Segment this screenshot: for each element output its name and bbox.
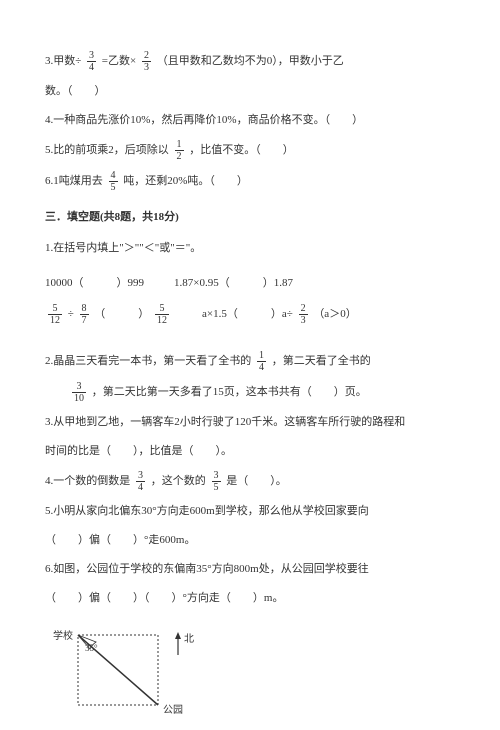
question-5: 5.比的前项乘2，后项除以 12 ，比值不变。（ ） — [45, 139, 455, 162]
fill-6-line2: （ ）偏（ ）（ ）°方向走（ ）m。 — [45, 588, 455, 609]
school-label: 学校 — [53, 629, 73, 642]
q3-mid: =乙数× — [102, 55, 136, 67]
q6-prefix: 6.1吨煤用去 — [45, 175, 103, 187]
section-3-title: 三．填空题(共8题，共18分) — [45, 207, 455, 228]
q3-suffix: （且甲数和乙数均不为0），甲数小于乙 — [157, 55, 344, 67]
q6-suffix: 吨，还剩20%吨。（ ） — [123, 175, 248, 187]
fill-5-line1: 5.小明从家向北偏东30°方向走600m到学校，那么他从学校回家要向 — [45, 501, 455, 522]
fraction: 23 — [142, 50, 151, 73]
fill-2-line2: 310 ，第二天比第一天多看了15页，这本书共有（ ）页。 — [69, 381, 455, 404]
q3-prefix: 3.甲数÷ — [45, 55, 81, 67]
fill-6-line1: 6.如图，公园位于学校的东偏南35°方向800m处，从公园回学校要往 — [45, 559, 455, 580]
north-label: 北 — [184, 633, 194, 645]
direction-diagram: 学校 35° 北 公园 — [50, 627, 455, 730]
q5-suffix: ，比值不变。（ ） — [189, 144, 294, 156]
question-4: 4.一种商品先涨价10%，然后再降价10%，商品价格不变。（ ） — [45, 110, 455, 131]
fraction: 34 — [87, 50, 96, 73]
diagram-svg: 学校 35° 北 公园 — [50, 627, 210, 722]
f1-r1b: 1.87×0.95（ ）1.87 — [174, 273, 293, 294]
angle-label: 35° — [85, 643, 98, 653]
fill-2-line1: 2.晶晶三天看完一本书，第一天看了全书的 14 ，第二天看了全书的 — [45, 350, 455, 373]
fill-1-row1: 10000（ ）999 1.87×0.95（ ）1.87 — [45, 273, 455, 294]
fraction: 45 — [109, 170, 118, 193]
f1-r2a: 512 ÷ 87 （ ） 512 — [45, 303, 172, 326]
fill-1-row2: 512 ÷ 87 （ ） 512 a×1.5（ ）a÷ 23 （a＞0） — [45, 303, 455, 326]
fill-4: 4.一个数的倒数是 34 ，这个数的 35 是（ ）。 — [45, 470, 455, 493]
fill-5-line2: （ ）偏（ ）°走600m。 — [45, 530, 455, 551]
question-3: 3.甲数÷ 34 =乙数× 23 （且甲数和乙数均不为0），甲数小于乙 — [45, 50, 455, 73]
fill-3-line2: 时间的比是（ ），比值是（ ）。 — [45, 441, 455, 462]
fill-3-line1: 3.从甲地到乙地，一辆客车2小时行驶了120千米。这辆客车所行驶的路程和 — [45, 412, 455, 433]
fill-1-title: 1.在括号内填上"＞""＜"或"＝"。 — [45, 238, 455, 259]
f1-r1a: 10000（ ）999 — [45, 273, 144, 294]
f1-r2b: a×1.5（ ）a÷ 23 （a＞0） — [202, 303, 357, 326]
question-6: 6.1吨煤用去 45 吨，还剩20%吨。（ ） — [45, 170, 455, 193]
q3-line2: 数。（ ） — [45, 81, 455, 102]
park-label: 公园 — [163, 704, 183, 716]
fraction: 12 — [175, 139, 184, 162]
q5-prefix: 5.比的前项乘2，后项除以 — [45, 144, 169, 156]
